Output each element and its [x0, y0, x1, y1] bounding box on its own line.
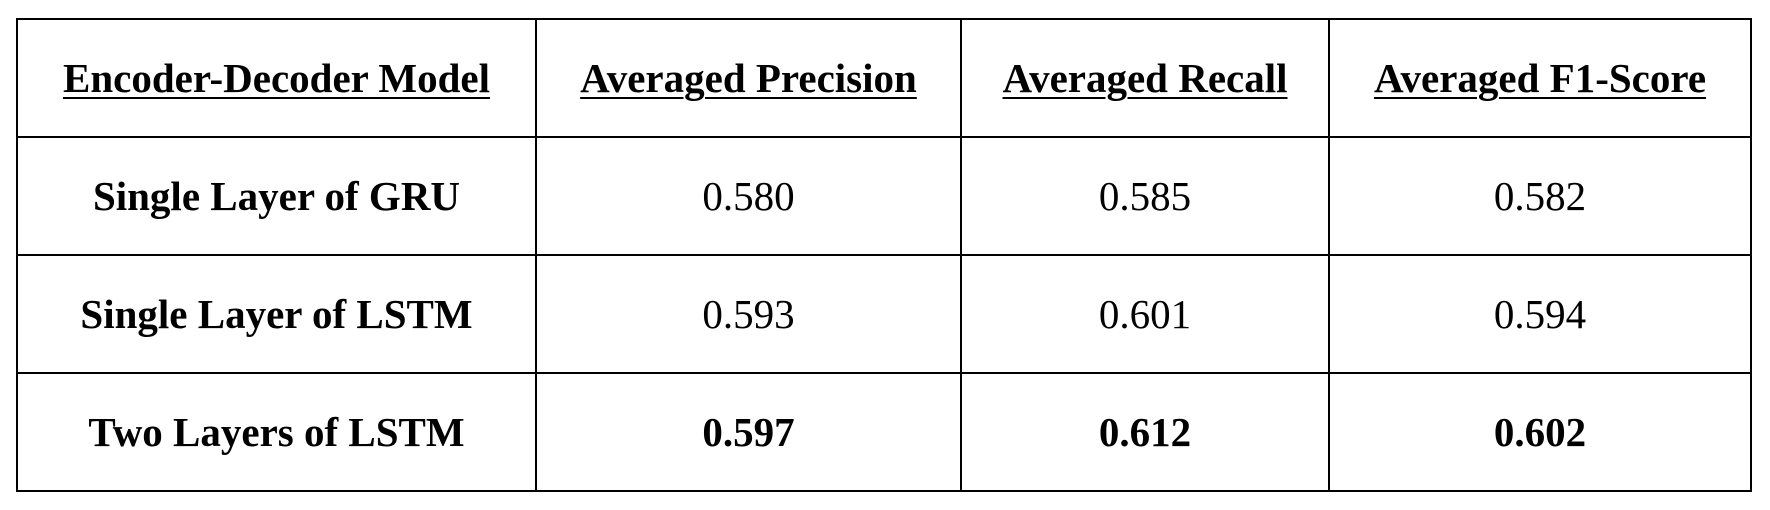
row-recall: 0.585	[960, 136, 1330, 256]
header-model: Encoder-Decoder Model	[16, 18, 537, 138]
header-recall: Averaged Recall	[960, 18, 1330, 138]
table-row: Two Layers of LSTM 0.597 0.612 0.602	[16, 372, 1752, 492]
row-precision: 0.580	[535, 136, 962, 256]
row-f1-score: 0.602	[1328, 372, 1752, 492]
results-table: Encoder-Decoder Model Averaged Precision…	[16, 18, 1752, 492]
header-precision: Averaged Precision	[535, 18, 962, 138]
row-model-name: Single Layer of GRU	[16, 136, 537, 256]
table-row: Single Layer of LSTM 0.593 0.601 0.594	[16, 254, 1752, 374]
row-model-name: Single Layer of LSTM	[16, 254, 537, 374]
row-recall: 0.612	[960, 372, 1330, 492]
row-f1-score: 0.594	[1328, 254, 1752, 374]
row-model-name: Two Layers of LSTM	[16, 372, 537, 492]
row-recall: 0.601	[960, 254, 1330, 374]
row-f1-score: 0.582	[1328, 136, 1752, 256]
row-precision: 0.593	[535, 254, 962, 374]
header-row: Encoder-Decoder Model Averaged Precision…	[16, 18, 1752, 138]
table-row: Single Layer of GRU 0.580 0.585 0.582	[16, 136, 1752, 256]
table-body: Single Layer of GRU 0.580 0.585 0.582 Si…	[16, 136, 1752, 492]
header-f1-score: Averaged F1-Score	[1328, 18, 1752, 138]
row-precision: 0.597	[535, 372, 962, 492]
table-header: Encoder-Decoder Model Averaged Precision…	[16, 18, 1752, 138]
